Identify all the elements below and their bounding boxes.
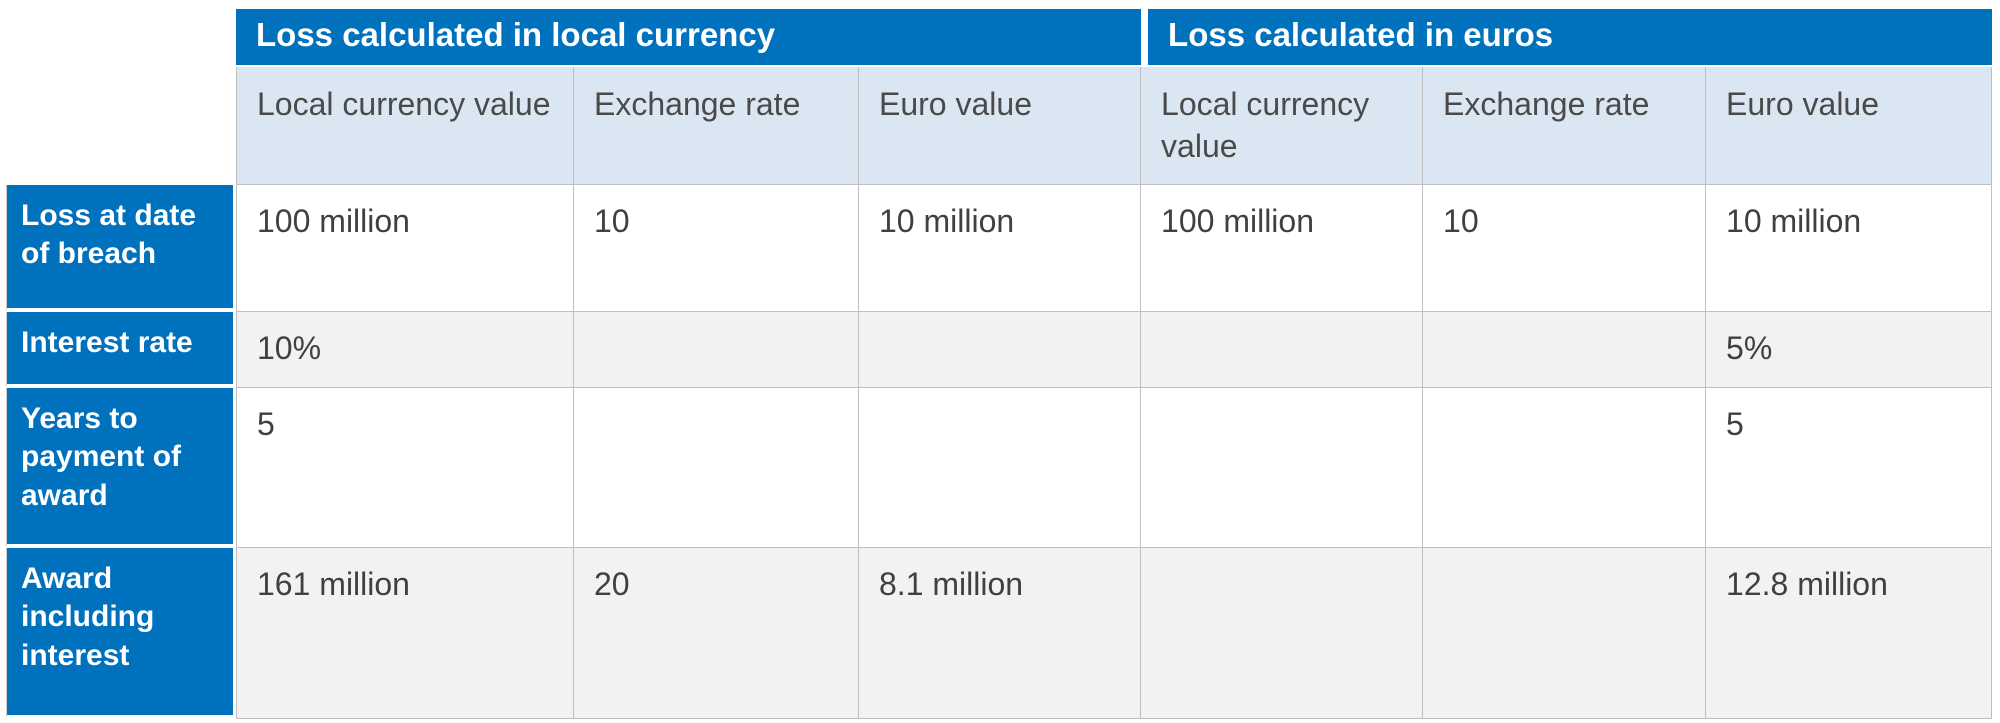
table-cell: 100 million xyxy=(1141,185,1424,312)
table-row-award-including-interest: Award including interest 161 million 20 … xyxy=(6,548,1993,719)
table-cell: 10 million xyxy=(1706,185,1993,312)
table-cell: 10 million xyxy=(859,185,1142,312)
table-cell: 10 xyxy=(1423,185,1707,312)
table-cell xyxy=(1423,548,1707,719)
table-cell xyxy=(1423,312,1707,388)
group-header-row: Loss calculated in local currency Loss c… xyxy=(6,9,1993,67)
table-cell xyxy=(1141,388,1424,548)
column-header-exchange-rate-2: Exchange rate xyxy=(1423,67,1707,185)
table-cell: 5 xyxy=(1706,388,1993,548)
table-cell: 10 xyxy=(574,185,859,312)
table-cell: 8.1 million xyxy=(859,548,1142,719)
row-label-award-including-interest: Award including interest xyxy=(6,548,236,719)
row-label-interest-rate: Interest rate xyxy=(6,312,236,388)
column-header-exchange-rate-1: Exchange rate xyxy=(574,67,859,185)
column-header-euro-value-2: Euro value xyxy=(1706,67,1993,185)
table-cell xyxy=(1141,312,1424,388)
table-row-loss-at-date-of-breach: Loss at date of breach 100 million 10 10… xyxy=(6,185,1993,312)
table-cell: 12.8 million xyxy=(1706,548,1993,719)
table-cell xyxy=(1141,548,1424,719)
loss-comparison-table: Loss calculated in local currency Loss c… xyxy=(6,9,1993,719)
table-cell: 5 xyxy=(236,388,574,548)
column-header-row: Local currency value Exchange rate Euro … xyxy=(6,67,1993,185)
table-cell xyxy=(574,388,859,548)
table-cell xyxy=(574,312,859,388)
group-header-local-currency: Loss calculated in local currency xyxy=(236,9,1142,67)
table-cell xyxy=(1423,388,1707,548)
group-header-euros: Loss calculated in euros xyxy=(1141,9,1993,67)
column-header-local-currency-value-1: Local currency value xyxy=(236,67,574,185)
corner-spacer xyxy=(6,9,236,185)
table-cell xyxy=(859,388,1142,548)
table-row-interest-rate: Interest rate 10% 5% xyxy=(6,312,1993,388)
table-cell: 10% xyxy=(236,312,574,388)
table-cell: 5% xyxy=(1706,312,1993,388)
column-header-local-currency-value-2: Local currency value xyxy=(1141,67,1424,185)
table-cell xyxy=(859,312,1142,388)
table-row-years-to-payment: Years to payment of award 5 5 xyxy=(6,388,1993,548)
table-cell: 20 xyxy=(574,548,859,719)
column-header-euro-value-1: Euro value xyxy=(859,67,1142,185)
table-cell: 100 million xyxy=(236,185,574,312)
row-label-loss-at-date-of-breach: Loss at date of breach xyxy=(6,185,236,312)
row-label-years-to-payment: Years to payment of award xyxy=(6,388,236,548)
table-cell: 161 million xyxy=(236,548,574,719)
